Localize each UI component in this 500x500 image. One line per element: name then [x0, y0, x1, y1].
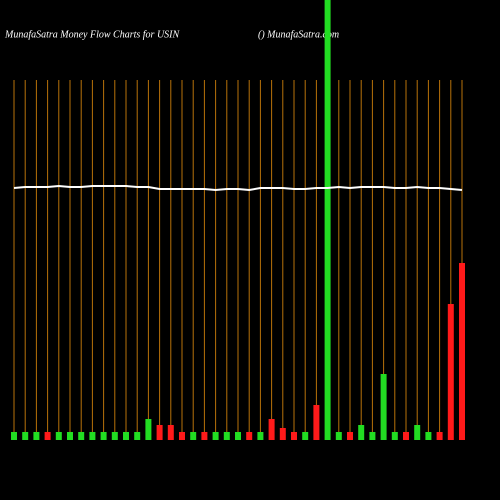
- bar: [179, 432, 185, 440]
- bar: [33, 432, 40, 440]
- bar: [201, 432, 208, 440]
- bar: [145, 419, 152, 440]
- bar: [436, 432, 443, 440]
- bar: [459, 263, 465, 440]
- bar: [190, 432, 197, 440]
- chart-subtitle: () MunafaSatra.com: [258, 29, 339, 40]
- bar: [313, 405, 320, 440]
- bar: [358, 425, 365, 440]
- bar: [11, 432, 17, 440]
- bar: [447, 304, 454, 440]
- bar: [335, 432, 342, 440]
- bar: [167, 425, 174, 440]
- bar: [212, 432, 219, 440]
- bar: [268, 419, 275, 440]
- bar: [235, 432, 241, 440]
- bar: [302, 432, 309, 440]
- bar: [134, 432, 141, 440]
- bar: [223, 432, 230, 440]
- bar: [67, 432, 73, 440]
- bar: [100, 432, 107, 440]
- bar: [22, 432, 29, 440]
- bar: [403, 432, 409, 440]
- bar: [291, 432, 297, 440]
- bar: [347, 432, 353, 440]
- bar: [324, 0, 331, 440]
- bar: [380, 374, 387, 440]
- bar: [246, 432, 253, 440]
- bar: [391, 432, 398, 440]
- bar: [369, 432, 376, 440]
- bar: [279, 428, 286, 440]
- bar: [425, 432, 432, 440]
- bar: [257, 432, 264, 440]
- bar: [44, 432, 51, 440]
- chart-title: MunafaSatra Money Flow Charts for USIN: [4, 29, 180, 40]
- bar: [55, 432, 62, 440]
- bar: [156, 425, 163, 440]
- bar: [78, 432, 85, 440]
- price-line: [13, 184, 463, 192]
- bar: [89, 432, 96, 440]
- bar: [123, 432, 129, 440]
- bar: [111, 432, 118, 440]
- bar: [414, 425, 421, 440]
